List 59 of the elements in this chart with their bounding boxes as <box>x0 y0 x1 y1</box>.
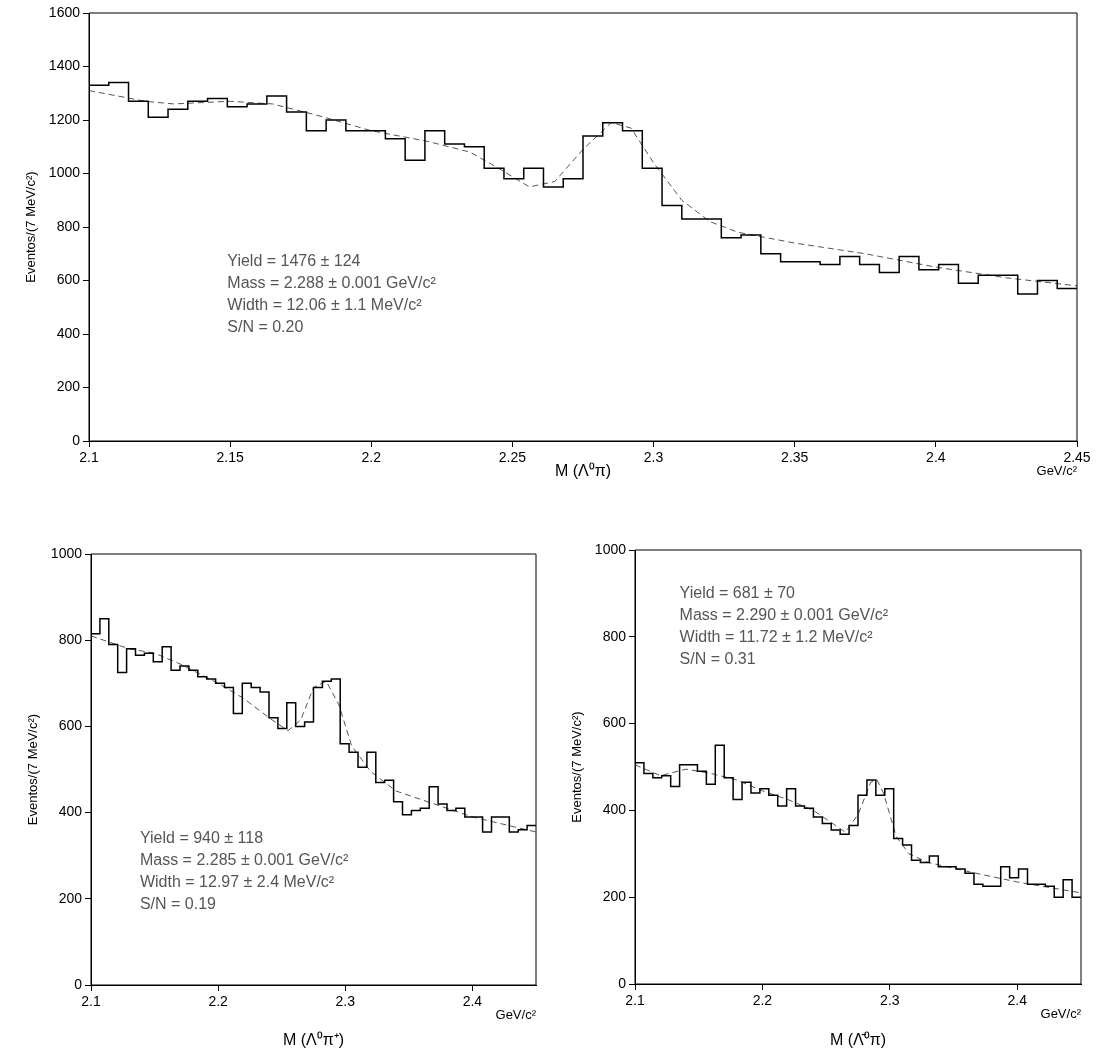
x-tick-label: 2.3 <box>880 992 900 1009</box>
annotation: Mass = 2.290 ± 0.001 GeV/c² <box>679 605 889 623</box>
y-tick-label: 1400 <box>48 57 81 74</box>
y-tick-label: 800 <box>56 217 81 234</box>
y-tick-label: 200 <box>602 888 627 905</box>
annotation: Width = 12.97 ± 2.4 MeV/c² <box>139 872 335 890</box>
annotation: Yield = 1476 ± 124 <box>227 251 361 269</box>
x-tick-label: 2.3 <box>643 449 664 466</box>
annotation: Yield = 940 ± 118 <box>139 828 264 846</box>
x-tick-label: 2.1 <box>625 992 645 1009</box>
text: GeV/c² <box>1040 1006 1082 1022</box>
annotation: S/N = 0.19 <box>139 894 217 912</box>
y-tick-label: 800 <box>58 631 83 648</box>
y-tick-label: 200 <box>56 378 81 395</box>
text: GeV/c² <box>1036 463 1078 479</box>
x-tick-label: 2.4 <box>926 449 946 466</box>
y-tick-label: 600 <box>58 717 83 734</box>
annotation: Mass = 2.285 ± 0.001 GeV/c² <box>139 850 350 868</box>
x-tick-label: 2.1 <box>79 449 99 466</box>
x-axis-title: M (Λ⁰π) <box>554 461 612 479</box>
line-series <box>635 764 1081 894</box>
annotation: Mass = 2.288 ± 0.001 GeV/c² <box>227 273 437 291</box>
x-tick-label: 2.25 <box>498 449 527 466</box>
x-tick-label: 2.45 <box>1063 449 1091 466</box>
y-tick-label: 600 <box>602 714 627 731</box>
y-tick-label: 600 <box>56 271 81 288</box>
y-axis-title: Eventos/(7 MeV/c²) <box>23 171 39 283</box>
y-tick-label: 1000 <box>48 164 81 181</box>
y-tick-label: 1600 <box>48 3 81 20</box>
text: GeV/c² <box>495 1007 537 1023</box>
y-tick-label: 400 <box>602 801 627 818</box>
x-axis-title: M (Λ⁰π⁺) <box>282 1030 345 1048</box>
y-tick-label: 0 <box>72 431 81 448</box>
y-tick-label: 1200 <box>48 110 81 127</box>
x-tick-label: 2.1 <box>81 993 101 1010</box>
y-tick-label: 200 <box>58 889 83 906</box>
x-tick-label: 2.2 <box>208 993 229 1010</box>
x-tick-label: 2.2 <box>361 449 382 466</box>
x-tick-label: 2.4 <box>462 993 483 1010</box>
annotation: S/N = 0.20 <box>227 317 304 335</box>
y-axis-title: Eventos/(7 MeV/c²) <box>569 711 585 823</box>
y-tick-label: 400 <box>58 803 83 820</box>
y-tick-label: 0 <box>618 974 627 991</box>
y-tick-label: 0 <box>74 975 83 992</box>
annotation: Yield = 681 ± 70 <box>679 583 796 601</box>
y-tick-label: 1000 <box>50 544 83 561</box>
y-tick-label: 400 <box>56 324 81 341</box>
x-tick-label: 2.15 <box>216 449 244 466</box>
x-tick-label: 2.35 <box>781 449 809 466</box>
x-tick-label: 2.2 <box>752 992 773 1009</box>
annotation: S/N = 0.31 <box>679 649 756 667</box>
y-tick-label: 1000 <box>594 540 627 557</box>
y-tick-label: 800 <box>602 627 627 644</box>
x-tick-label: 2.4 <box>1007 992 1028 1009</box>
x-tick-label: 2.3 <box>335 993 356 1010</box>
annotation: Width = 12.06 ± 1.1 MeV/c² <box>227 295 423 313</box>
x-axis-title: M (Λ̄⁰π) <box>829 1030 887 1048</box>
annotation: Width = 11.72 ± 1.2 MeV/c² <box>679 627 874 645</box>
y-axis-title: Eventos/(7 MeV/c²) <box>25 713 41 826</box>
